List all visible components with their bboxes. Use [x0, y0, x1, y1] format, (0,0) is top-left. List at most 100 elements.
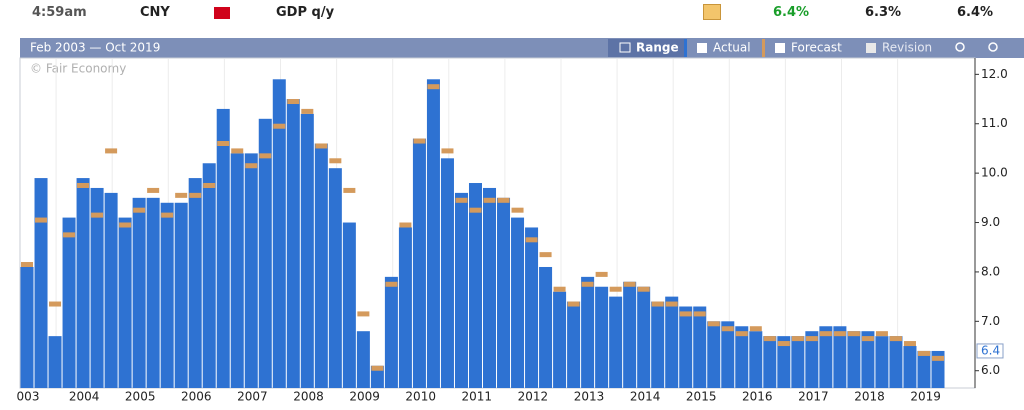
forecast-marker [175, 192, 188, 198]
forecast-checkbox[interactable] [775, 43, 785, 53]
bar [735, 326, 749, 388]
bar [693, 306, 707, 388]
forecast-marker [595, 271, 608, 277]
bar [272, 79, 286, 389]
bar [384, 276, 398, 388]
y-tick-label: 8.0 [981, 264, 1000, 278]
y-tick-label: 11.0 [981, 116, 1008, 130]
bar [104, 192, 118, 388]
forecast-marker [273, 123, 286, 129]
forecast-marker [63, 232, 76, 238]
bar [525, 227, 539, 388]
bar [468, 183, 482, 388]
bar [861, 331, 875, 388]
event-name[interactable]: GDP q/y [276, 5, 335, 20]
forecast-marker [735, 331, 748, 337]
x-tick-label: 2005 [125, 390, 156, 404]
forecast-swatch [762, 39, 765, 57]
revision-toggle[interactable]: Revision [882, 41, 932, 55]
bar [454, 192, 468, 388]
bar [160, 202, 174, 388]
forecast-marker [511, 207, 524, 213]
calendar-icon [619, 42, 631, 53]
forecast-marker [931, 355, 944, 361]
actual-toggle[interactable]: Actual [713, 41, 751, 55]
range-label[interactable]: Range [636, 41, 679, 55]
forecast-marker [329, 158, 342, 164]
time: 4:59am [32, 5, 87, 20]
forecast-marker [35, 217, 48, 223]
bar [440, 158, 454, 388]
x-tick-label: 2006 [181, 390, 212, 404]
forecast-marker [903, 341, 916, 347]
bar [90, 187, 104, 388]
actual-checkbox[interactable] [697, 43, 707, 53]
forecast-marker [259, 153, 272, 159]
x-tick-label: 2009 [349, 390, 380, 404]
forecast-marker [875, 331, 888, 337]
forecast-marker [413, 138, 426, 144]
forecast-toggle[interactable]: Forecast [791, 41, 842, 55]
forecast-marker [623, 281, 636, 287]
forecast-marker [833, 331, 846, 337]
x-tick-label: 2012 [518, 390, 549, 404]
forecast-marker [693, 311, 706, 317]
bar [314, 143, 328, 388]
bar [483, 187, 497, 388]
forecast-marker [581, 281, 594, 287]
forecast-marker [819, 331, 832, 337]
x-tick-label: 2013 [574, 390, 605, 404]
bar [174, 202, 188, 388]
forecast-marker [343, 187, 356, 193]
bar [651, 301, 665, 388]
forecast-marker [497, 197, 510, 203]
bar [76, 178, 90, 388]
forecast-marker [357, 311, 370, 317]
forecast-marker [791, 336, 804, 342]
forecast-marker [469, 207, 482, 213]
bar [356, 331, 370, 388]
toolbar [20, 38, 1024, 58]
range-text: Feb 2003 — Oct 2019 [30, 41, 160, 55]
forecast-marker [21, 262, 34, 268]
forecast-marker [301, 108, 314, 114]
forecast-marker [763, 336, 776, 342]
bar [48, 336, 62, 388]
forecast-marker [49, 301, 62, 307]
y-tick-label: 10.0 [981, 166, 1008, 180]
forecast-marker [287, 99, 300, 105]
detail-icon[interactable] [703, 4, 721, 20]
bar [539, 266, 553, 388]
forecast-marker [399, 222, 412, 228]
zoom-out[interactable] [988, 42, 998, 52]
bar [819, 326, 833, 388]
bar [623, 281, 637, 388]
forecast-marker [217, 141, 230, 146]
bar [567, 301, 581, 388]
forecast-marker [105, 148, 118, 154]
y-tick-label: 9.0 [981, 215, 1000, 229]
x-tick-label: 2017 [798, 390, 829, 404]
x-tick-label: 2019 [910, 390, 941, 404]
event-row: 4:59am CNY GDP q/y 6.4% 6.3% 6.4% [0, 0, 1024, 26]
forecast-marker [707, 321, 720, 327]
bar [777, 336, 791, 388]
current-marker-box [976, 343, 1004, 359]
forecast-marker [245, 163, 258, 169]
forecast-marker [847, 331, 860, 337]
bar [707, 321, 721, 388]
bar [511, 217, 525, 388]
bar [763, 336, 777, 388]
bar [721, 321, 735, 388]
bar [146, 197, 160, 388]
y-tick-label: 6.0 [981, 363, 1000, 377]
forecast-marker [777, 341, 790, 347]
credit: © Fair Economy [30, 62, 126, 76]
bar [412, 138, 426, 388]
zoom-in[interactable] [955, 42, 965, 52]
y-tick-label: 7.0 [981, 314, 1000, 328]
revision-checkbox[interactable] [866, 43, 876, 53]
bar [188, 178, 202, 388]
forecast-marker [539, 252, 552, 258]
